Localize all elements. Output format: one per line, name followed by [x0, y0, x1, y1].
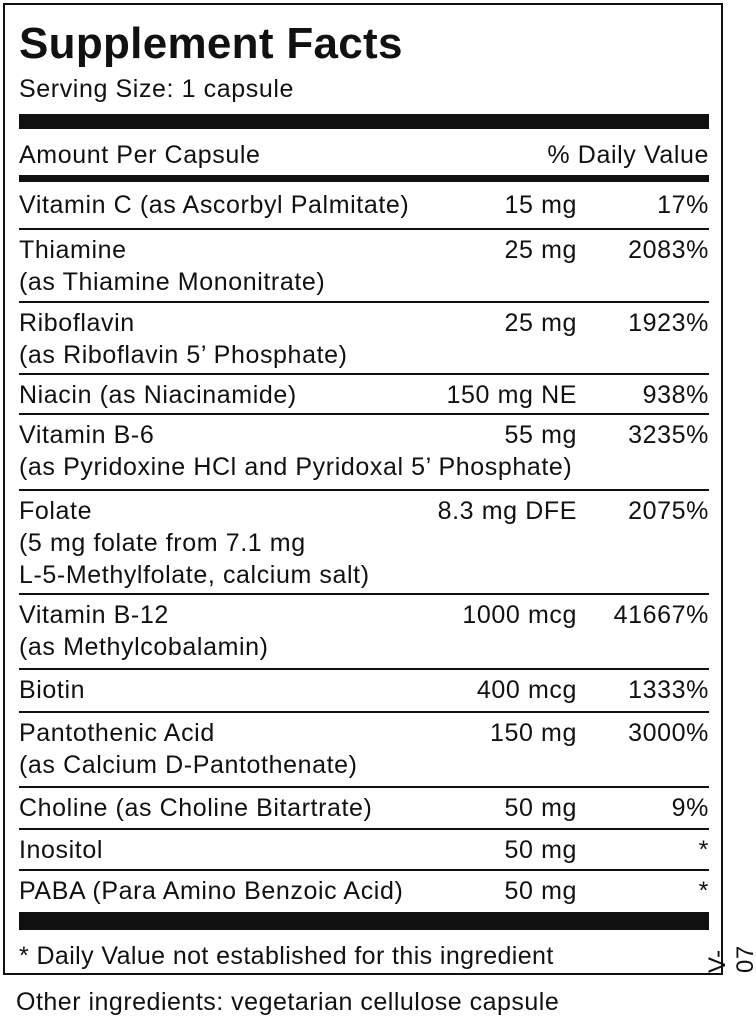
nutrient-daily-value: 2075% — [628, 497, 709, 525]
nutrient-row: Choline (as Choline Bitartrate) 50 mg 9% — [19, 788, 709, 830]
nutrient-amount: 25 mg — [504, 236, 577, 264]
nutrient-daily-value: 41667% — [613, 601, 709, 629]
nutrient-row: Inositol 50 mg * — [19, 830, 709, 871]
column-header: Amount Per Capsule % Daily Value — [19, 141, 709, 170]
nutrient-source: (as Methylcobalamin) — [19, 633, 269, 661]
nutrient-daily-value: 2083% — [628, 236, 709, 264]
amount-header: Amount Per Capsule — [19, 141, 261, 169]
other-ingredients: Other ingredients: vegetarian cellulose … — [16, 988, 560, 1016]
nutrient-amount: 8.3 mg DFE — [437, 497, 577, 525]
nutrient-name: Riboflavin — [19, 309, 135, 337]
serving-size: Serving Size: 1 capsule — [19, 75, 295, 103]
nutrient-daily-value: 17% — [657, 191, 709, 219]
nutrient-row: Niacin (as Niacinamide) 150 mg NE 938% — [19, 375, 709, 415]
nutrient-daily-value: 9% — [671, 794, 709, 822]
nutrient-row: Biotin 400 mcg 1333% — [19, 670, 709, 713]
thick-divider — [19, 114, 709, 129]
nutrient-name: Biotin — [19, 676, 86, 704]
nutrient-daily-value: * — [698, 877, 709, 905]
nutrient-name: Vitamin C (as Ascorbyl Palmitate) — [19, 191, 410, 219]
nutrient-row: Folate (5 mg folate from 7.1 mg L-5-Methyl… — [19, 491, 709, 595]
nutrient-source: L-5-Methylfolate, calcium salt) — [19, 561, 370, 589]
nutrient-amount: 1000 mcg — [462, 601, 577, 629]
nutrient-amount: 150 mg NE — [446, 381, 577, 409]
nutrient-amount: 25 mg — [504, 309, 577, 337]
nutrient-amount: 50 mg — [504, 836, 577, 864]
nutrient-name: Inositol — [19, 836, 104, 864]
nutrient-amount: 55 mg — [504, 421, 577, 449]
nutrient-name: Choline (as Choline Bitartrate) — [19, 794, 373, 822]
nutrient-source: (as Calcium D-Pantothenate) — [19, 751, 358, 779]
nutrient-source: (as Pyridoxine HCl and Pyridoxal 5’ Phos… — [19, 453, 573, 481]
nutrient-amount: 50 mg — [504, 877, 577, 905]
nutrient-amount: 400 mcg — [476, 676, 577, 704]
nutrient-row: Riboflavin (as Riboflavin 5’ Phosphate) 25… — [19, 303, 709, 375]
panel-title: Supplement Facts — [19, 19, 403, 68]
nutrient-row: Pantothenic Acid (as Calcium D-Pantothena… — [19, 713, 709, 788]
nutrient-daily-value: 3235% — [628, 421, 709, 449]
nutrient-row: Vitamin C (as Ascorbyl Palmitate) 15 mg 17… — [19, 185, 709, 230]
nutrient-daily-value: * — [698, 836, 709, 864]
version-code: V-07 — [704, 945, 756, 973]
thick-divider-bottom — [19, 912, 709, 930]
nutrient-daily-value: 938% — [642, 381, 709, 409]
nutrient-daily-value: 1923% — [628, 309, 709, 337]
nutrient-daily-value: 3000% — [628, 719, 709, 747]
footnote: * Daily Value not established for this i… — [19, 942, 554, 970]
dv-header: % Daily Value — [547, 141, 709, 169]
nutrient-name: Thiamine — [19, 236, 127, 264]
nutrient-row: Vitamin B-6 (as Pyridoxine HCl and Pyrido… — [19, 415, 709, 491]
nutrient-source: (as Thiamine Mononitrate) — [19, 268, 326, 296]
nutrient-amount: 15 mg — [504, 191, 577, 219]
supplement-facts-panel: Supplement Facts Serving Size: 1 capsule… — [3, 3, 723, 975]
nutrient-name: PABA (Para Amino Benzoic Acid) — [19, 877, 404, 905]
nutrient-name: Niacin (as Niacinamide) — [19, 381, 297, 409]
nutrient-amount: 150 mg — [490, 719, 577, 747]
nutrient-daily-value: 1333% — [628, 676, 709, 704]
nutrient-table: Vitamin C (as Ascorbyl Palmitate) 15 mg 17… — [19, 185, 709, 917]
nutrient-amount: 50 mg — [504, 794, 577, 822]
nutrient-source: (5 mg folate from 7.1 mg — [19, 529, 306, 557]
medium-divider — [19, 175, 709, 182]
nutrient-name: Folate — [19, 497, 93, 525]
nutrient-name: Vitamin B-6 — [19, 421, 155, 449]
nutrient-name: Pantothenic Acid — [19, 719, 215, 747]
nutrient-name: Vitamin B-12 — [19, 601, 169, 629]
nutrient-row: Vitamin B-12 (as Methylcobalamin) 1000 mcg… — [19, 595, 709, 670]
nutrient-row: Thiamine (as Thiamine Mononitrate) 25 mg 20… — [19, 230, 709, 303]
nutrient-row: PABA (Para Amino Benzoic Acid) 50 mg * — [19, 871, 709, 917]
nutrient-source: (as Riboflavin 5’ Phosphate) — [19, 341, 348, 369]
